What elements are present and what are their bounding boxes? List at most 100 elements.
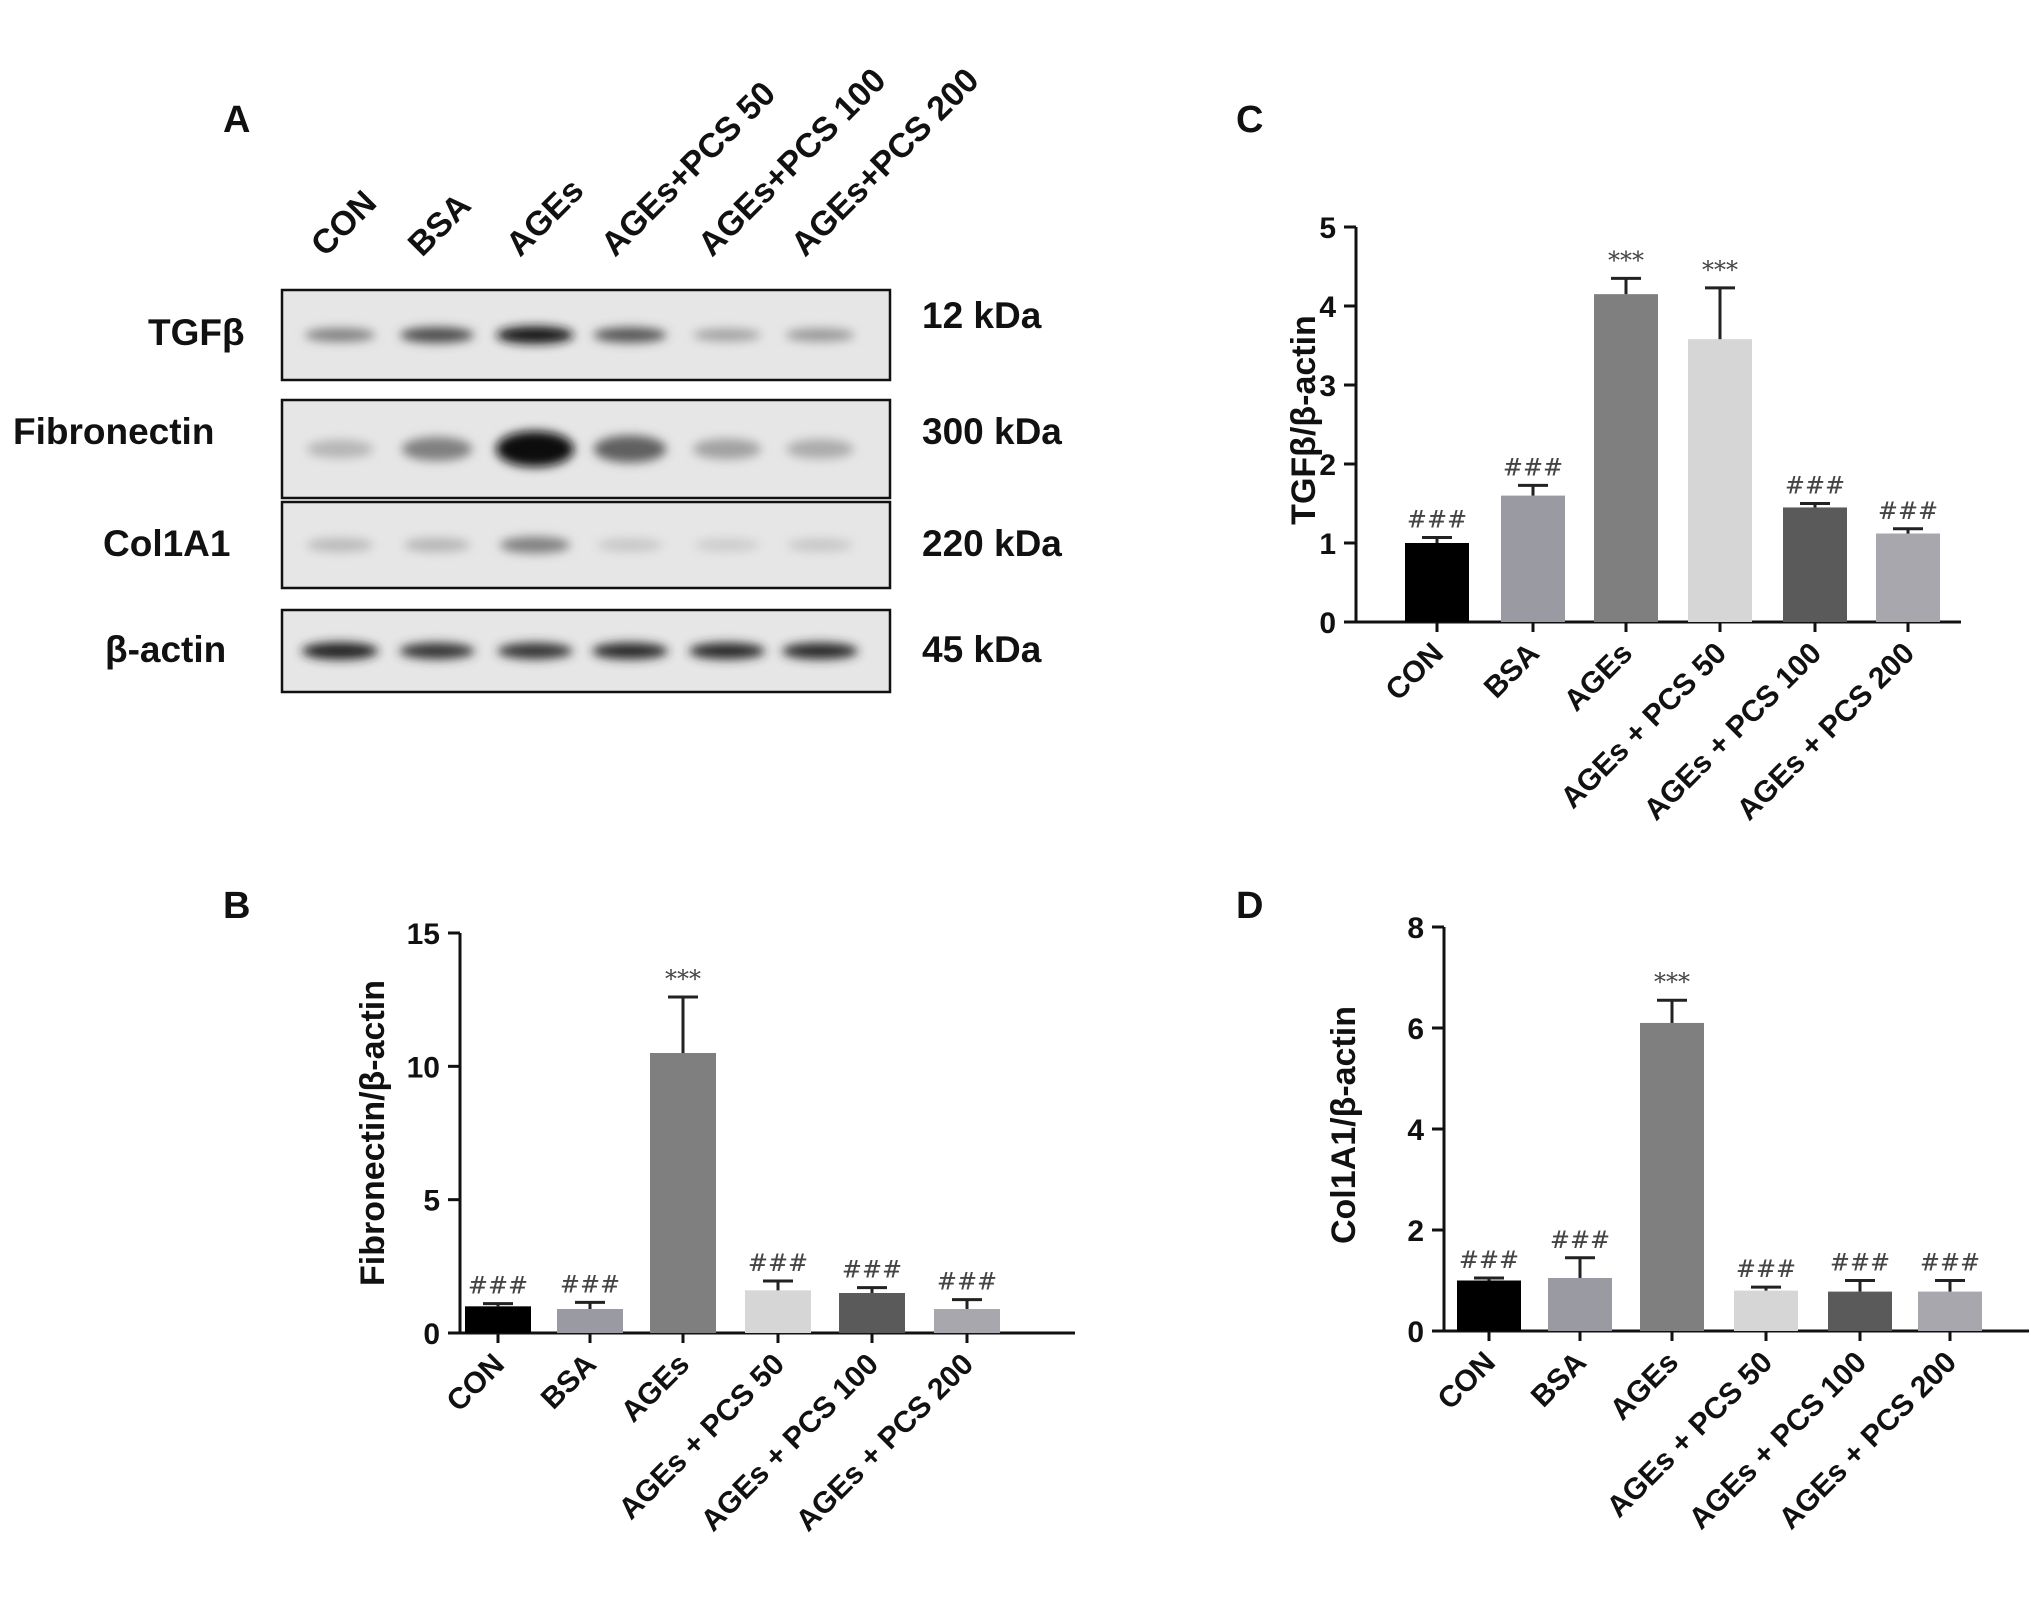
blot-band (782, 642, 858, 660)
panel-letter-b: B (223, 885, 250, 927)
molecular-weight-label: 45 kDa (922, 629, 1042, 670)
bar (465, 1306, 531, 1333)
y-tick-label: 2 (1407, 1215, 1424, 1248)
y-axis-label: Fibronectin/β-actin (354, 980, 392, 1286)
significance-label: *** (665, 965, 701, 993)
significance-label: ### (1878, 497, 1938, 525)
panel-c-chart: C 0 1 2 3 4 5 TGFβ/β-actin ### CON ### BSA *** AGEs **… (1236, 99, 1961, 827)
blot-label: β-actin (105, 629, 226, 670)
lane-label: AGEs (499, 171, 591, 263)
y-tick-label: 15 (407, 918, 440, 951)
significance-label: ### (1736, 1255, 1796, 1283)
x-tick-label: BSA (535, 1348, 603, 1416)
blot-label: TGFβ (148, 312, 245, 353)
significance-label: ### (1407, 505, 1467, 533)
blot-label: Fibronectin (13, 411, 214, 452)
bar (1405, 543, 1469, 622)
bar (1640, 1022, 1704, 1331)
panel-letter-d: D (1236, 885, 1263, 927)
bar (1501, 495, 1565, 622)
panel-d-chart: D 0 2 4 6 8 Col1A1/β-actin ### CON ### BSA *** AGEs #… (1236, 885, 2029, 1536)
blot-band (401, 437, 473, 461)
blot-band (499, 536, 571, 554)
molecular-weight-label: 220 kDa (922, 523, 1062, 564)
x-tick-label: AGEs (1604, 1346, 1685, 1427)
blot-band (399, 642, 475, 660)
lane-label: AGEs+PCS 50 (594, 74, 783, 263)
x-tick-label: AGEs (1558, 637, 1639, 718)
blot-band (306, 439, 374, 459)
lane-label: BSA (401, 186, 479, 264)
significance-label: ### (560, 1270, 620, 1298)
blot-band (592, 642, 668, 660)
y-tick-label: 0 (423, 1318, 440, 1351)
significance-label: ### (468, 1272, 528, 1300)
x-tick-label: BSA (1525, 1346, 1593, 1414)
blot-band (496, 326, 574, 344)
y-tick-label: 5 (423, 1185, 440, 1218)
significance-label: ### (937, 1268, 997, 1296)
significance-label: ### (1920, 1249, 1980, 1277)
y-tick-label: 2 (1319, 449, 1336, 482)
significance-label: ### (1550, 1226, 1610, 1254)
blot-label: Col1A1 (103, 523, 230, 564)
bar (1594, 294, 1658, 622)
blot-band (689, 642, 765, 660)
blot-band (785, 328, 855, 342)
blot-band (786, 439, 854, 459)
panel-letter-a: A (223, 99, 250, 141)
bar (839, 1293, 905, 1333)
blot-strip: Col1A1 220 kDa (103, 500, 1062, 590)
significance-label: ### (1503, 453, 1563, 481)
bar (1783, 507, 1847, 622)
bar (1828, 1291, 1892, 1331)
x-tick-label: AGEs + PCS 50 (613, 1348, 791, 1526)
y-tick-label: 8 (1407, 912, 1424, 945)
bar (1918, 1291, 1982, 1331)
blot-frame (280, 500, 892, 590)
panel-letter-c: C (1236, 99, 1263, 141)
x-tick-label: AGEs + PCS 100 (1638, 637, 1828, 827)
molecular-weight-label: 300 kDa (922, 411, 1062, 452)
x-tick-label: CON (440, 1348, 510, 1418)
y-tick-label: 4 (1407, 1114, 1424, 1147)
blot-band (593, 327, 667, 343)
blot-band (301, 642, 379, 660)
x-tick-label: CON (1431, 1346, 1501, 1416)
x-tick-label: BSA (1478, 637, 1546, 705)
x-tick-label: AGEs (615, 1348, 696, 1429)
blot-band (304, 328, 376, 342)
x-tick-label: AGEs + PCS 50 (1555, 637, 1733, 815)
bar (1876, 533, 1940, 622)
y-tick-label: 4 (1319, 291, 1336, 324)
bar (1688, 339, 1752, 622)
blot-band (692, 438, 762, 460)
blot-band (787, 538, 853, 552)
y-tick-label: 3 (1319, 370, 1336, 403)
x-tick-label: AGEs + PCS 200 (1731, 637, 1921, 827)
bar (934, 1309, 1000, 1333)
significance-label: *** (1702, 256, 1738, 284)
bar (1457, 1280, 1521, 1331)
bar (1734, 1290, 1798, 1331)
blot-strip: TGFβ 12 kDa (148, 288, 1042, 382)
bar (745, 1290, 811, 1333)
y-axis-label: TGFβ/β-actin (1285, 315, 1323, 525)
x-tick-label: AGEs + PCS 200 (790, 1348, 980, 1538)
blot-strip: Fibronectin 300 kDa (13, 398, 1062, 500)
y-axis-label: Col1A1/β-actin (1325, 1006, 1363, 1244)
significance-label: ### (748, 1249, 808, 1277)
y-tick-label: 0 (1407, 1316, 1424, 1349)
panel-b-chart: B 0 5 10 15 Fibronectin/β-actin ### CON ### BSA **… (223, 885, 1075, 1538)
blot-band (400, 327, 474, 343)
blot-band (403, 538, 471, 552)
significance-label: ### (1830, 1249, 1890, 1277)
molecular-weight-label: 12 kDa (922, 295, 1042, 336)
x-tick-label: AGEs + PCS 100 (695, 1348, 885, 1538)
significance-label: *** (1654, 968, 1690, 996)
y-tick-label: 6 (1407, 1013, 1424, 1046)
blot-band (496, 431, 574, 467)
blot-band (497, 642, 573, 660)
